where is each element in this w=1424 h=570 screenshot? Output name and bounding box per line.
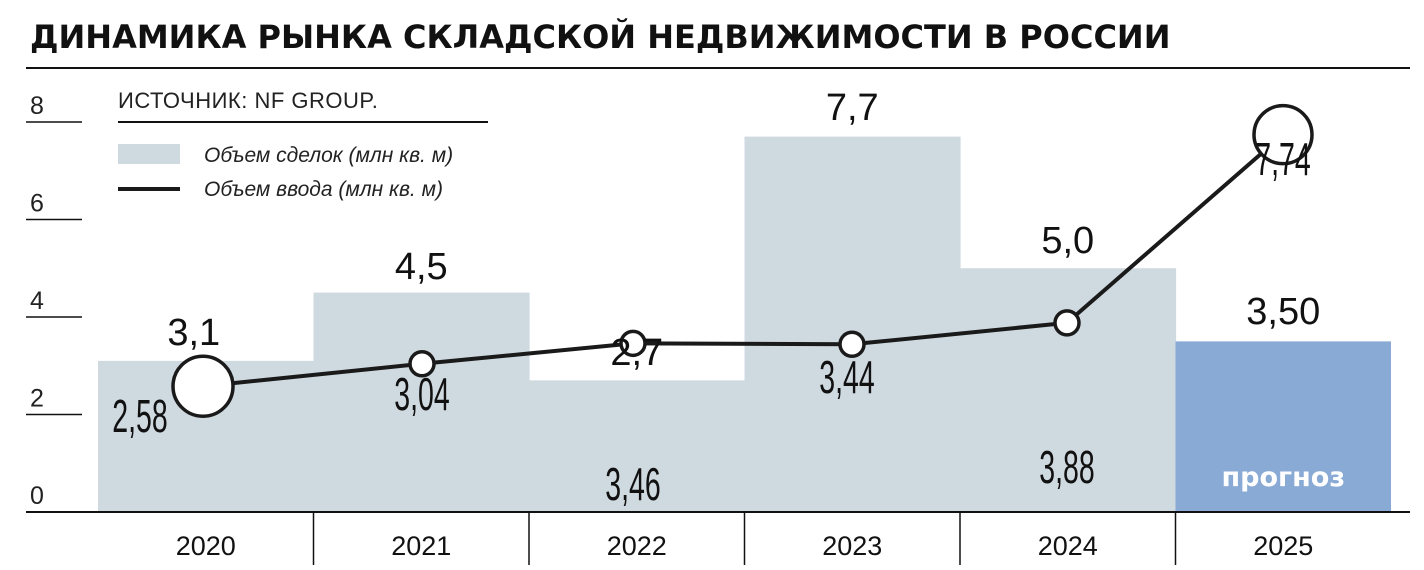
chart-title: ДИНАМИКА РЫНКА СКЛАДСКОЙ НЕДВИЖИМОСТИ В … [30, 18, 1170, 56]
y-tick-label: 4 [30, 287, 44, 315]
y-tick-label: 8 [30, 92, 44, 120]
bar-2021 [313, 292, 530, 512]
labels-layer: 3,1 4,5 2,7 7,7 5,0 3,50 2,58 3,04 3,46 3,44 3,88 7… [112, 87, 1345, 511]
legend-bar-swatch [118, 144, 180, 164]
line-value-label-2023: 3,44 [819, 352, 875, 404]
bar-2023 [744, 136, 961, 512]
bar-value-label-2024: 5,0 [1041, 220, 1094, 262]
x-tick-label-2022: 2022 [607, 531, 667, 561]
x-tick-label-2021: 2021 [391, 531, 451, 561]
bar-2025 [1175, 341, 1391, 512]
bar-value-label-2023: 7,7 [826, 87, 879, 129]
line-layer [171, 103, 1314, 418]
legend: ИСТОЧНИК: NF GROUP. Объем сделок (млн кв… [118, 88, 488, 201]
line-value-label-2021: 3,04 [394, 369, 450, 421]
line-value-label-2020: 2,58 [112, 391, 168, 443]
line-point-2021 [408, 350, 436, 378]
legend-line-label: Объем ввода (млн кв. м) [204, 178, 443, 201]
y-tick-label: 6 [30, 190, 44, 218]
line-point-2025 [1252, 103, 1314, 166]
bar-2024 [960, 268, 1177, 512]
line-value-label-2024: 3,88 [1039, 442, 1095, 494]
legend-bar-label: Объем сделок (млн кв. м) [204, 144, 453, 167]
bar-2022 [529, 380, 746, 512]
y-tick-label: 0 [30, 482, 44, 510]
source-note: ИСТОЧНИК: NF GROUP. [118, 88, 378, 113]
x-tick-label-2024: 2024 [1038, 531, 1098, 561]
x-tick-label-2025: 2025 [1253, 531, 1313, 561]
forecast-label: прогноз [1221, 462, 1345, 493]
line-point-2024 [1053, 309, 1081, 337]
bar-value-label-2022: 2,7 [610, 332, 663, 374]
line-point-2020 [171, 354, 235, 418]
bar-value-label-2025: 3,50 [1246, 291, 1320, 333]
x-tick-label-2023: 2023 [822, 531, 882, 561]
y-tick-label: 2 [30, 385, 44, 413]
line-point-2022 [619, 329, 647, 358]
bar-value-label-2020: 3,1 [167, 312, 220, 354]
bars-layer [98, 136, 1391, 512]
line-value-label-2022: 3,46 [605, 459, 661, 511]
line-value-label-2025: 7,74 [1255, 134, 1311, 186]
bar-value-label-2021: 4,5 [395, 246, 448, 288]
axis-layer: 0 2 4 6 8 2020 2021 2022 2023 2024 2025 [26, 92, 1410, 565]
line-point-2023 [838, 330, 866, 359]
line-series-path [202, 133, 1285, 389]
x-tick-label-2020: 2020 [176, 531, 236, 561]
